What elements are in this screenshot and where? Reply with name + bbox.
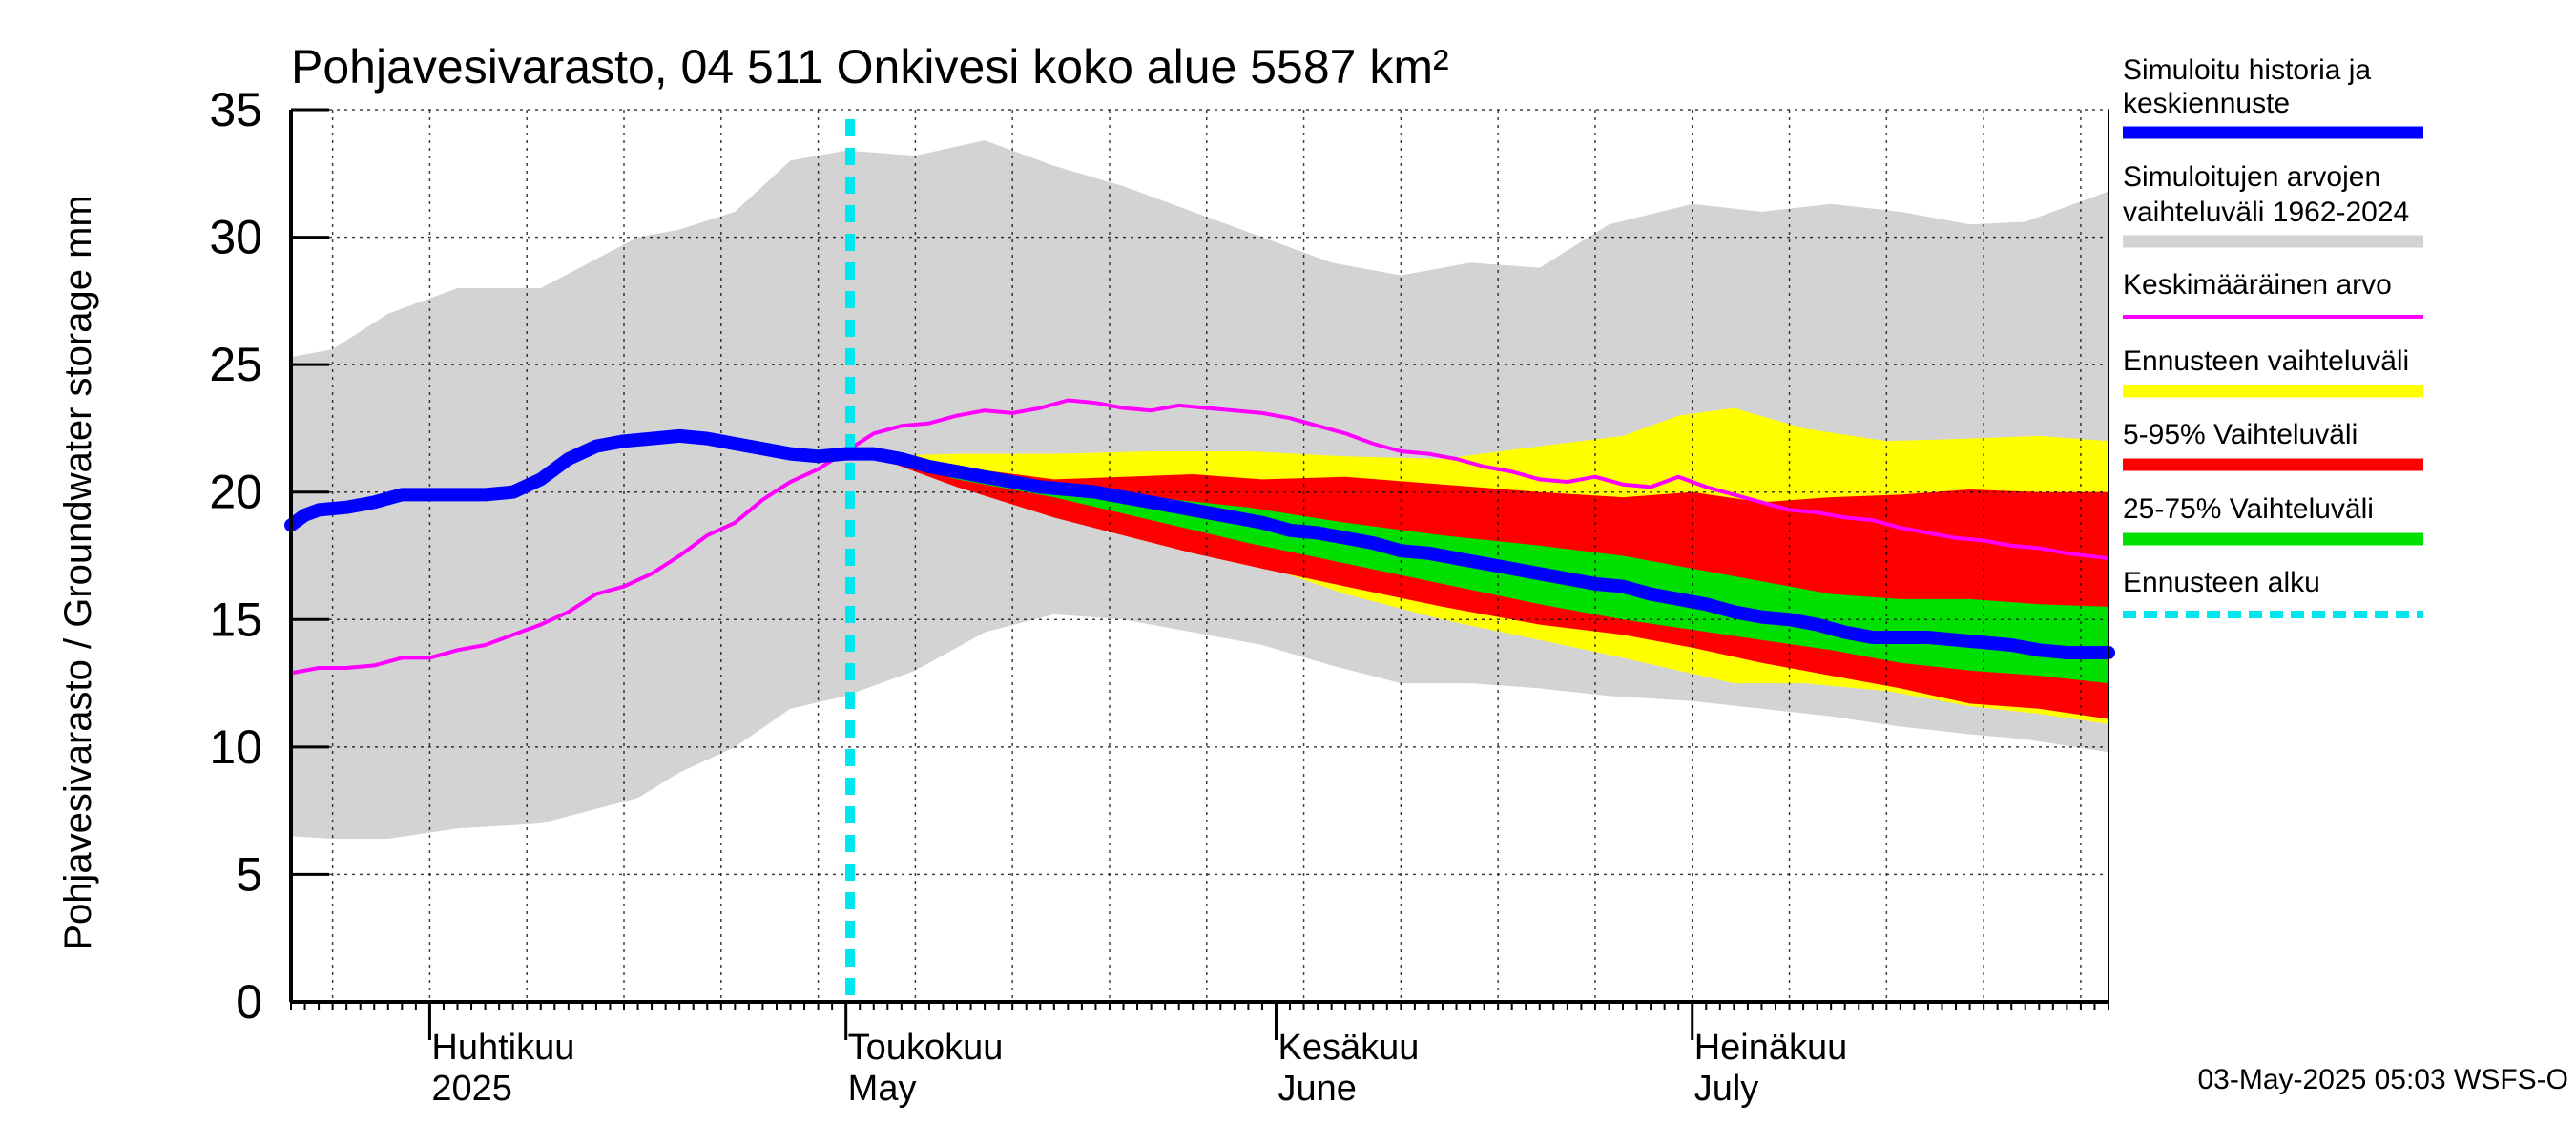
- y-tick-label: 15: [209, 593, 262, 646]
- legend-label: Ennusteen alku: [2123, 567, 2320, 598]
- y-tick-label: 10: [209, 720, 262, 774]
- month-label-en: July: [1694, 1069, 1759, 1109]
- y-tick-label: 0: [236, 975, 262, 1029]
- y-tick-label: 5: [236, 847, 262, 901]
- mean-line: [290, 398, 2109, 676]
- month-label: Toukokuu: [848, 1028, 1004, 1068]
- legend-item-forecast-start: Ennusteen alku: [2123, 567, 2423, 618]
- y-tick-label: 20: [209, 466, 262, 519]
- month-label: Huhtikuu: [431, 1028, 574, 1068]
- band-layer: [291, 140, 2109, 840]
- legend-item-forecast-range: Ennusteen vaihteluväli: [2123, 345, 2423, 398]
- y-tick-label: 35: [209, 83, 262, 136]
- footer-timestamp: 03-May-2025 05:03 WSFS-O: [2198, 1064, 2569, 1095]
- line-layer: [284, 119, 2115, 1002]
- legend-label: Simuloitujen arvojen: [2123, 161, 2380, 193]
- legend-label-line2: keskiennuste: [2123, 88, 2290, 119]
- month-label: Heinäkuu: [1694, 1028, 1848, 1068]
- history-line: [284, 428, 2115, 659]
- legend-item-p5-95: 5-95% Vaihteluväli: [2123, 419, 2423, 471]
- legend-item-mean: Keskimääräinen arvo: [2123, 269, 2423, 319]
- chart-title: Pohjavesivarasto, 04 511 Onkivesi koko a…: [291, 40, 1449, 94]
- month-label-en: May: [848, 1069, 917, 1109]
- legend-item-range: Simuloitujen arvojen vaihteluväli 1962-20…: [2123, 161, 2423, 248]
- month-label-en: June: [1278, 1069, 1356, 1109]
- legend-label: 5-95% Vaihteluväli: [2123, 419, 2358, 450]
- month-label-en: 2025: [431, 1069, 512, 1109]
- legend-label: Ennusteen vaihteluväli: [2123, 345, 2409, 377]
- legend-item-p25-75: 25-75% Vaihteluväli: [2123, 493, 2423, 546]
- legend-label: 25-75% Vaihteluväli: [2123, 493, 2374, 525]
- legend-label: Simuloitu historia ja: [2123, 54, 2371, 86]
- y-axis-label: Pohjavesivarasto / Groundwater storage m…: [57, 195, 99, 949]
- axes-layer: 05101520253035Huhtikuu2025ToukokuuMayKes…: [209, 83, 2109, 1109]
- grid-layer: [291, 109, 2109, 1002]
- month-label: Kesäkuu: [1278, 1028, 1419, 1068]
- y-tick-label: 30: [209, 211, 262, 264]
- legend-label: Keskimääräinen arvo: [2123, 269, 2392, 301]
- legend: Simuloitu historia jakeskiennusteSimuloi…: [2123, 54, 2423, 618]
- legend-label-line2: vaihteluväli 1962-2024: [2123, 197, 2409, 228]
- y-tick-label: 25: [209, 338, 262, 391]
